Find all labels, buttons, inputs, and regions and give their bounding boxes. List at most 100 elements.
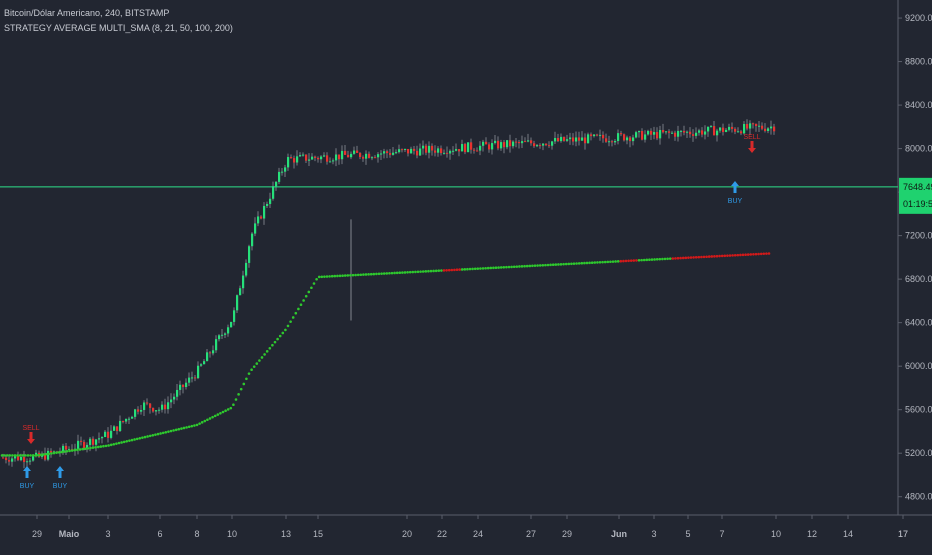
sma-line bbox=[0, 252, 771, 457]
study-title[interactable]: STRATEGY AVERAGE MULTI_SMA (8, 21, 50, 1… bbox=[4, 23, 233, 33]
symbol-title[interactable]: Bitcoin/Dólar Americano, 240, BITSTAMP bbox=[4, 8, 170, 18]
sma-point bbox=[481, 267, 485, 270]
sma-point bbox=[681, 256, 685, 260]
candle-body bbox=[761, 125, 764, 129]
candle-body bbox=[149, 403, 152, 408]
candle-body bbox=[338, 154, 341, 160]
candle-body bbox=[509, 140, 512, 147]
signal-label: BUY bbox=[728, 198, 743, 205]
candle-body bbox=[8, 460, 11, 462]
candle-body bbox=[317, 157, 320, 160]
candle-body bbox=[434, 150, 437, 153]
sma-point bbox=[96, 445, 100, 449]
candle-body bbox=[167, 402, 170, 410]
sma-point bbox=[221, 410, 225, 414]
sma-point bbox=[325, 275, 329, 278]
candle-body bbox=[620, 133, 623, 135]
sma-point bbox=[159, 432, 162, 435]
last-price-tag[interactable]: 7648.49 01:19:55 bbox=[899, 177, 932, 214]
sma-point bbox=[731, 254, 734, 257]
candle-body bbox=[392, 152, 395, 155]
time-tick-label: 17 bbox=[898, 529, 908, 539]
candle-body bbox=[311, 156, 314, 160]
sma-point bbox=[551, 263, 555, 267]
candle-body bbox=[632, 137, 635, 142]
candle-body bbox=[179, 384, 182, 390]
candle-body bbox=[557, 137, 560, 142]
candle-body bbox=[119, 420, 122, 432]
sma-point bbox=[336, 274, 339, 278]
sma-point bbox=[260, 356, 264, 359]
sma-point bbox=[302, 299, 305, 302]
sma-point bbox=[190, 424, 194, 428]
sma-point bbox=[627, 259, 630, 263]
candle-body bbox=[278, 171, 281, 182]
sma-point bbox=[237, 393, 240, 396]
sma-point bbox=[507, 265, 511, 269]
candle-body bbox=[515, 141, 518, 143]
candle-body bbox=[143, 402, 146, 410]
candle-body bbox=[344, 150, 347, 155]
sma-point bbox=[117, 441, 121, 445]
sma-point bbox=[619, 259, 623, 263]
candle-body bbox=[605, 138, 608, 142]
candle-body bbox=[701, 130, 704, 135]
time-tick-label: 22 bbox=[437, 529, 447, 539]
candle-body bbox=[362, 157, 365, 159]
sma-point bbox=[0, 454, 4, 457]
candle-body bbox=[458, 149, 461, 152]
candle-body bbox=[773, 126, 776, 132]
candle-body bbox=[599, 134, 602, 136]
sma-point bbox=[182, 426, 186, 430]
candle-body bbox=[140, 409, 143, 412]
sma-point bbox=[440, 269, 443, 272]
candle-body bbox=[728, 126, 731, 130]
bar-countdown: 01:19:55 bbox=[903, 199, 932, 209]
sma-point bbox=[486, 266, 490, 270]
candle-body bbox=[131, 416, 134, 419]
sma-point bbox=[520, 265, 524, 268]
sma-point bbox=[611, 260, 615, 263]
candle-body bbox=[512, 141, 515, 147]
sma-point bbox=[161, 431, 165, 435]
candle-body bbox=[383, 151, 386, 154]
sma-point bbox=[211, 415, 214, 419]
candle-body bbox=[746, 124, 749, 129]
candle-body bbox=[29, 460, 32, 462]
sma-point bbox=[372, 272, 376, 276]
candle-body bbox=[518, 141, 521, 144]
sma-point bbox=[393, 271, 396, 275]
candle-body bbox=[233, 310, 236, 322]
candle-body bbox=[98, 438, 101, 440]
candle-body bbox=[302, 154, 305, 156]
chart-legend: Bitcoin/Dólar Americano, 240, BITSTAMP S… bbox=[4, 6, 233, 36]
sma-point bbox=[284, 328, 287, 332]
sma-point bbox=[528, 264, 532, 268]
candle-body bbox=[464, 144, 467, 153]
sma-point bbox=[177, 427, 181, 431]
price-tick-label: 6800.00 bbox=[905, 274, 932, 284]
candle-body bbox=[587, 134, 590, 144]
sma-point bbox=[229, 406, 233, 410]
sma-point bbox=[349, 273, 352, 277]
candle-body bbox=[704, 131, 707, 135]
sma-point bbox=[463, 268, 467, 271]
candle-body bbox=[539, 145, 542, 147]
candle-body bbox=[578, 137, 581, 141]
candle-body bbox=[467, 142, 470, 153]
sma-point bbox=[575, 262, 578, 265]
sma-point bbox=[447, 268, 451, 272]
sma-point bbox=[216, 413, 220, 416]
sma-point bbox=[458, 268, 461, 271]
candle-body bbox=[407, 148, 410, 154]
sma-point bbox=[70, 449, 74, 452]
sma-point bbox=[169, 429, 173, 433]
candle-body bbox=[341, 150, 344, 160]
candle-body bbox=[722, 127, 725, 133]
sma-point bbox=[185, 426, 188, 429]
sma-point bbox=[567, 262, 571, 266]
time-tick-label: 8 bbox=[194, 529, 199, 539]
candle-body bbox=[224, 333, 227, 335]
